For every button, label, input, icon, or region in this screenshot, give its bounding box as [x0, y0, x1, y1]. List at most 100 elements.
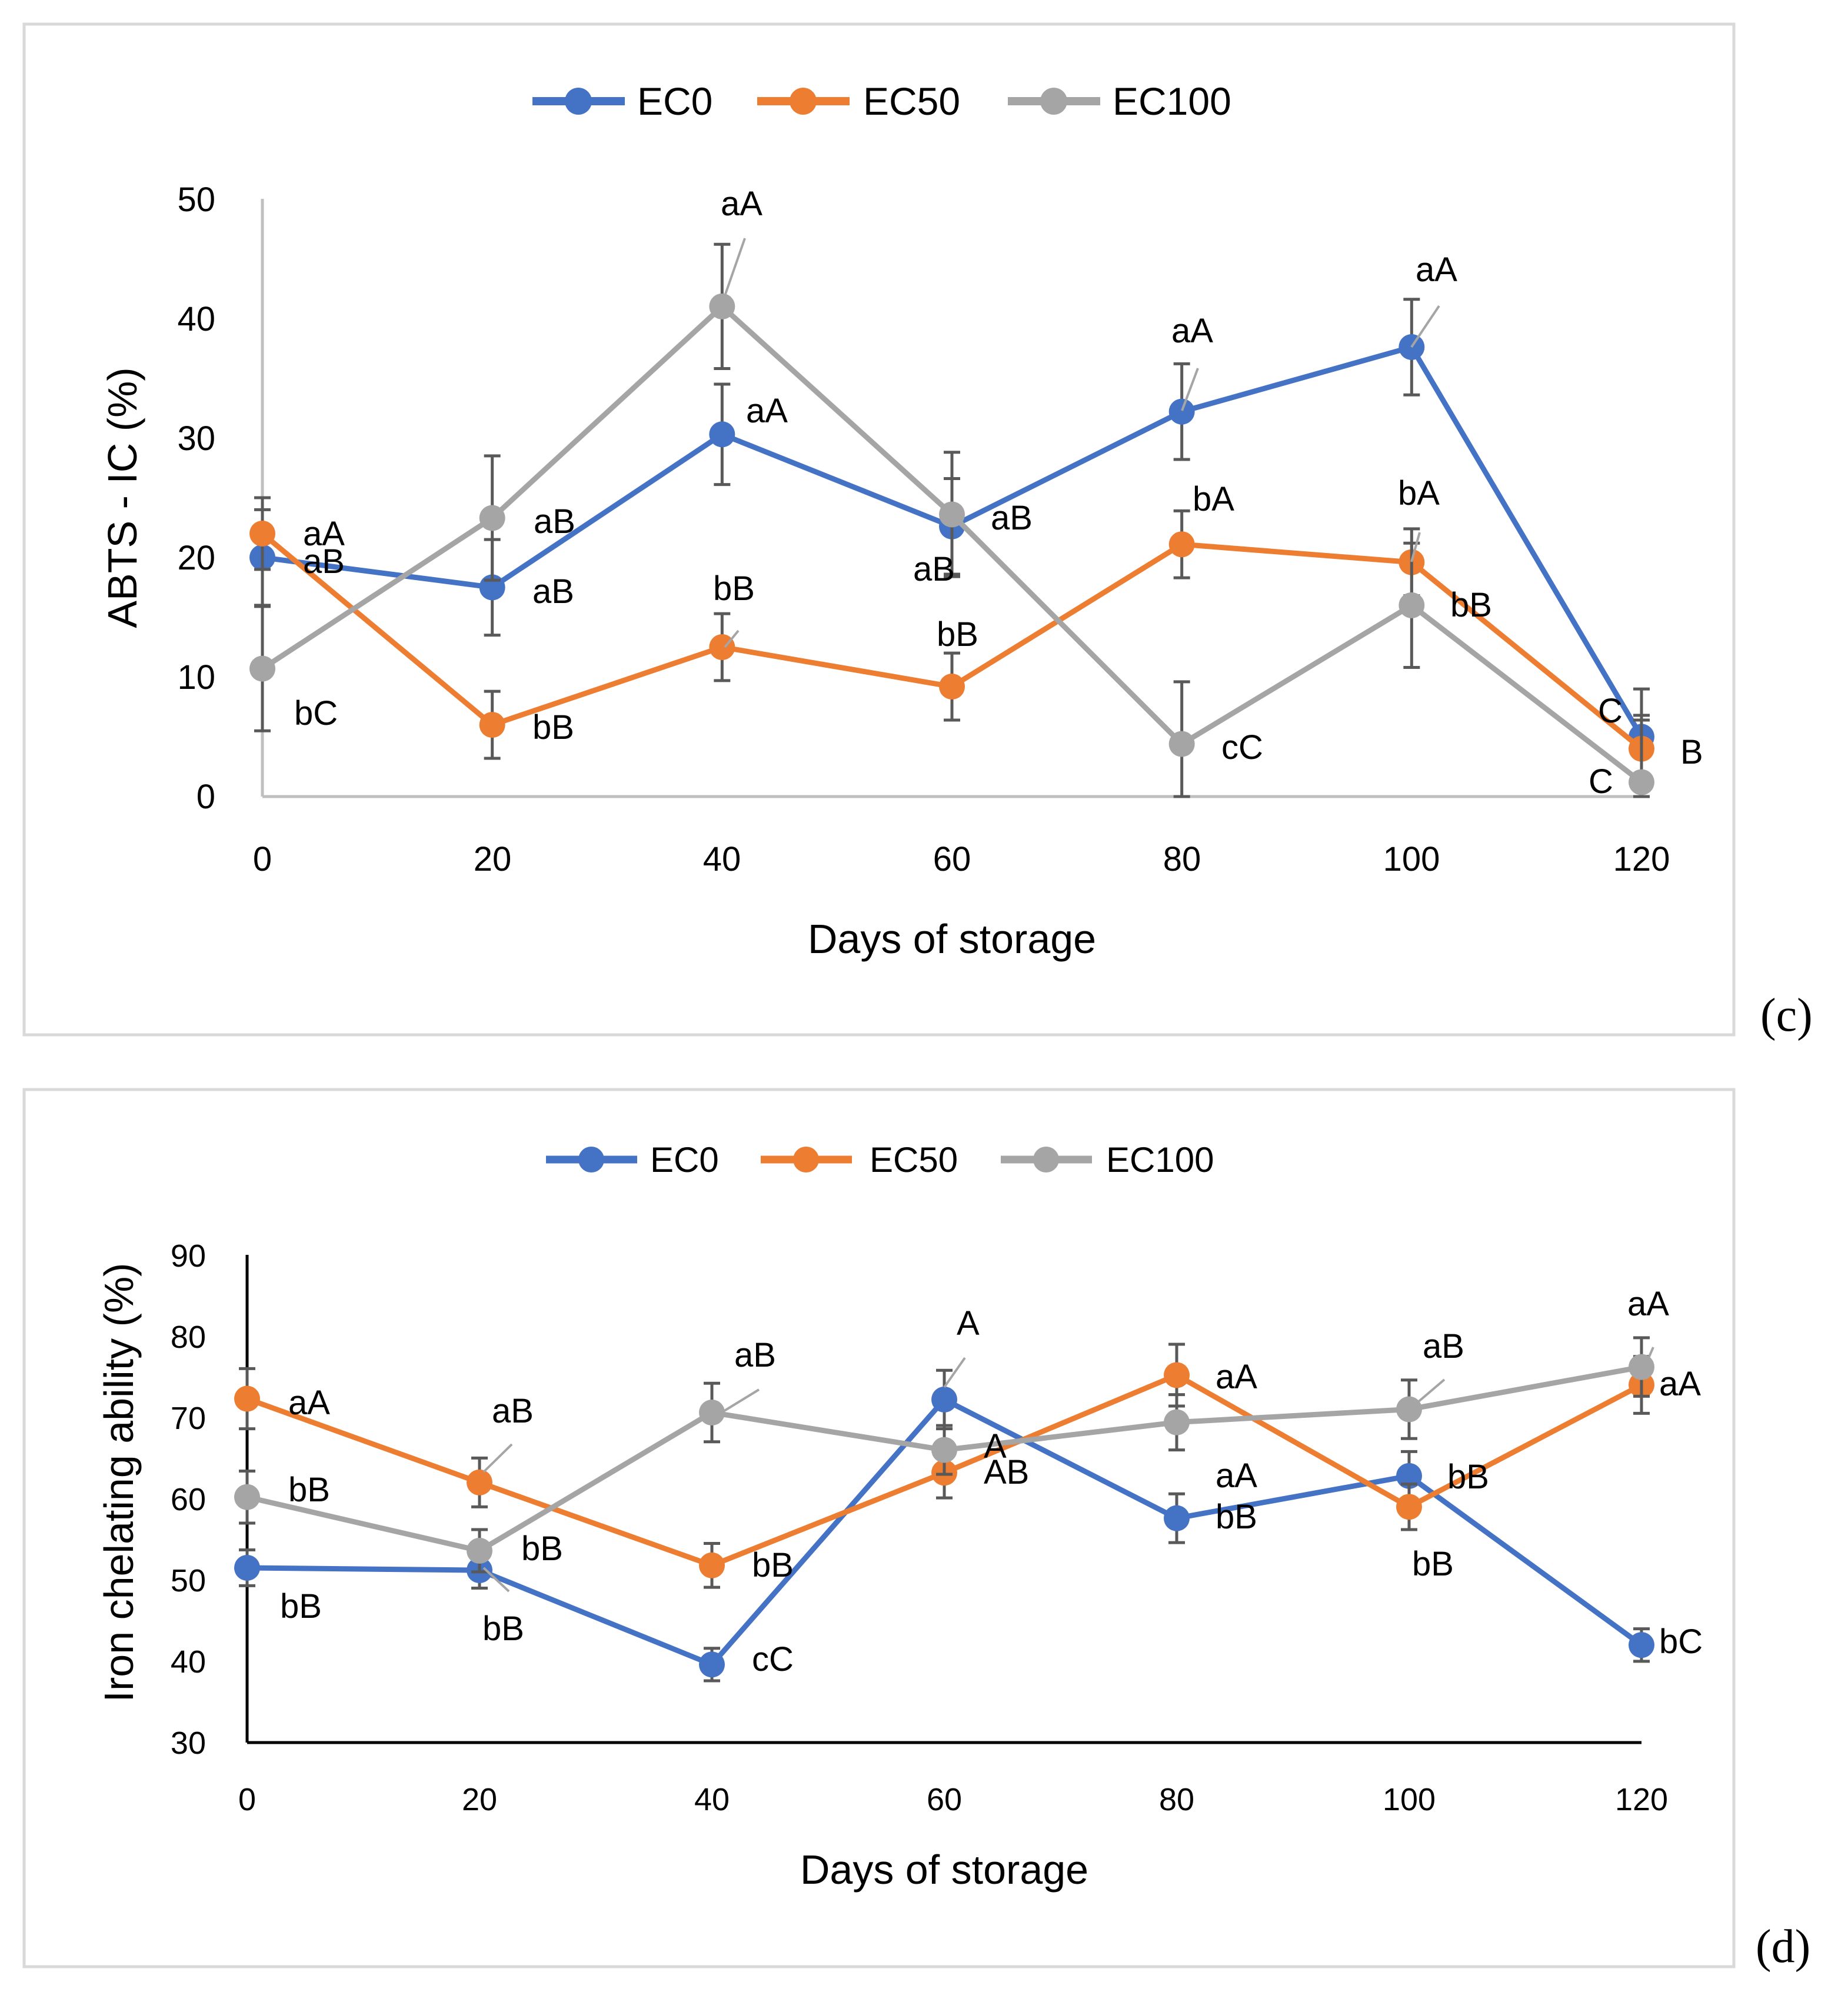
- series-ec100: [249, 242, 1654, 798]
- legend-label-ec50-d: EC50: [870, 1140, 958, 1180]
- data-point-ec100: [709, 293, 735, 319]
- data-label: aB: [492, 1392, 534, 1430]
- data-label: aA: [1216, 1358, 1257, 1396]
- legend-marker-ec0-d: [578, 1147, 604, 1172]
- data-point-ec0: [1168, 398, 1195, 425]
- data-point-ec100: [1629, 1354, 1654, 1380]
- x-tick-label-d: 80: [1159, 1782, 1194, 1817]
- data-point-ec0: [1164, 1505, 1190, 1531]
- x-tick-label-d: 40: [694, 1782, 730, 1817]
- data-label: aA: [746, 392, 788, 430]
- legend-d: EC0 EC50 EC100: [546, 1140, 1214, 1180]
- data-point-ec0: [709, 421, 735, 448]
- data-label: bB: [482, 1610, 524, 1648]
- data-label: bB: [1447, 1458, 1489, 1496]
- data-point-ec100: [1164, 1409, 1190, 1435]
- data-label: aA: [1216, 1457, 1257, 1495]
- x-tick-label-c: 60: [933, 840, 971, 878]
- data-point-ec0: [1396, 1463, 1422, 1489]
- legend-label-ec50-c: EC50: [863, 79, 960, 123]
- data-point-ec100: [249, 655, 275, 682]
- data-label: bB: [1216, 1498, 1257, 1536]
- y-tick-labels-d: 30 40 50 60 70 80 90: [171, 1238, 206, 1761]
- data-label: bC: [1659, 1623, 1703, 1661]
- data-label: bB: [752, 1546, 794, 1584]
- chart-panel-d: EC0 EC50 EC100 30 40 50 60 70 80 90 0 20…: [22, 1088, 1810, 1973]
- data-label: aB: [534, 502, 575, 541]
- y-tick-label-c: 20: [177, 539, 215, 577]
- data-label: bB: [280, 1587, 322, 1625]
- x-tick-label-d: 100: [1383, 1782, 1436, 1817]
- y-tick-label-c: 40: [177, 300, 215, 338]
- leader-line: [943, 1357, 966, 1388]
- legend-label-ec100-d: EC100: [1106, 1140, 1214, 1180]
- data-point-ec50: [709, 634, 735, 660]
- data-label: aA: [288, 1384, 330, 1422]
- y-axis-title-d: Iron chelating ability (%): [96, 1263, 142, 1703]
- leader-line: [721, 238, 746, 305]
- legend-label-ec0-c: EC0: [637, 79, 712, 123]
- data-label: bB: [288, 1471, 330, 1509]
- data-label: A: [957, 1304, 980, 1343]
- y-tick-label-d: 30: [171, 1725, 206, 1761]
- data-label: aB: [532, 572, 574, 611]
- x-tick-label-d: 60: [927, 1782, 962, 1817]
- data-point-ec50: [1168, 531, 1195, 558]
- data-label: aA: [1171, 312, 1213, 350]
- y-tick-label-d: 40: [171, 1644, 206, 1680]
- leader-line: [482, 1443, 513, 1473]
- legend-label-ec100-c: EC100: [1113, 79, 1231, 123]
- y-tick-label-d: 80: [171, 1320, 206, 1355]
- leader-line: [711, 1388, 760, 1420]
- x-tick-label-c: 80: [1163, 840, 1201, 878]
- annotations-d: bB bB cC A bB bB bC aA aB bB AB aA bB aA…: [280, 1285, 1703, 1678]
- data-label: cC: [752, 1640, 794, 1678]
- leader-line: [1408, 1378, 1446, 1411]
- data-label: aA: [1659, 1365, 1701, 1403]
- data-label: B: [1680, 733, 1703, 771]
- data-label: AB: [984, 1453, 1029, 1491]
- data-point-ec0: [234, 1554, 260, 1581]
- data-label: bB: [521, 1530, 563, 1568]
- data-label: bB: [1412, 1545, 1454, 1583]
- data-point-ec100: [479, 505, 505, 531]
- x-tick-label-c: 40: [703, 840, 741, 878]
- x-tick-label-d: 120: [1615, 1782, 1668, 1817]
- y-tick-label-c: 50: [177, 181, 215, 219]
- legend-marker-ec100-c: [1040, 88, 1067, 115]
- legend-label-ec0-d: EC0: [650, 1140, 719, 1180]
- x-axis-title-d: Days of storage: [800, 1847, 1088, 1893]
- data-label: bA: [1398, 474, 1440, 512]
- panel-label-d: (d): [1756, 1921, 1810, 1973]
- data-label: bB: [532, 708, 574, 747]
- data-label: bA: [1193, 480, 1234, 518]
- data-label: aA: [303, 515, 345, 553]
- data-label: cC: [1221, 728, 1263, 767]
- data-point-ec0: [931, 1386, 957, 1413]
- chart-panel-c: EC0 EC50 EC100 0 10 20 30 40 50 0 20 40 …: [22, 22, 1813, 1041]
- x-tick-label-c: 100: [1383, 840, 1440, 878]
- y-tick-label-d: 50: [171, 1563, 206, 1598]
- chart-frame-d: [22, 1088, 1736, 1968]
- data-label: aB: [734, 1336, 776, 1374]
- data-point-ec50: [1164, 1362, 1190, 1388]
- y-tick-label-d: 70: [171, 1401, 206, 1436]
- x-tick-labels-d: 0 20 40 60 80 100 120: [238, 1782, 1668, 1817]
- data-label: bB: [1450, 586, 1492, 624]
- data-label: C: [1589, 762, 1613, 801]
- data-point-ec50: [234, 1385, 260, 1412]
- legend-marker-ec0-c: [565, 88, 592, 115]
- leader-line: [724, 629, 740, 648]
- data-label: aB: [991, 499, 1033, 537]
- annotations-c: aB aB aA aB aA aA C aA bB bB bB bA bA B …: [294, 185, 1703, 801]
- x-tick-label-d: 20: [462, 1782, 497, 1817]
- data-point-ec100: [1629, 769, 1654, 795]
- legend-marker-ec50-d: [793, 1147, 819, 1172]
- data-point-ec50: [939, 674, 965, 700]
- y-tick-label-c: 0: [197, 778, 215, 816]
- data-point-ec50: [699, 1552, 725, 1578]
- data-label: bB: [937, 615, 978, 654]
- leader-line: [1410, 305, 1440, 348]
- leader-line: [1181, 368, 1199, 411]
